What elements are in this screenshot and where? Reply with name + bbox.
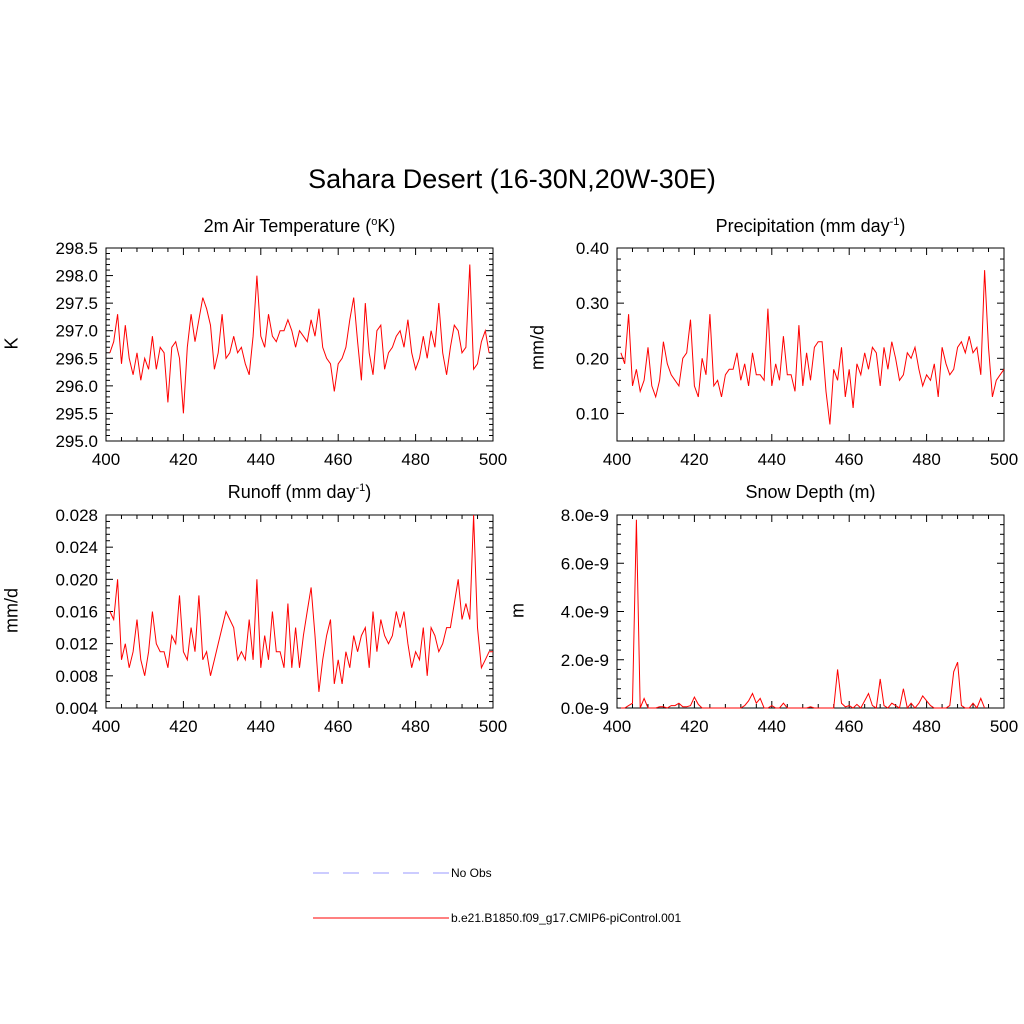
ytick-label-precipitation: 0.10 (576, 404, 609, 423)
series-line-precipitation (620, 270, 1005, 425)
ytick-label-precipitation: 0.20 (576, 349, 609, 368)
xtick-label-precipitation: 420 (680, 450, 708, 469)
panel-title-snow-depth-main: Snow Depth (m) (745, 482, 876, 502)
ytick-label-temperature: 296.0 (55, 377, 98, 396)
panel-title-snow-depth: Snow Depth (m) (617, 482, 1004, 503)
xtick-label-temperature: 400 (92, 450, 120, 469)
xtick-label-temperature: 420 (169, 450, 197, 469)
panel-title-runoff-sup: -1 (355, 482, 366, 494)
ytick-label-snow-depth: 8.0e-9 (561, 506, 609, 525)
legend-model-label: b.e21.B1850.f09_g17.CMIP6-piControl.001 (451, 911, 682, 925)
xtick-label-temperature: 500 (479, 450, 507, 469)
xtick-label-temperature: 480 (401, 450, 429, 469)
xtick-label-snow-depth: 400 (603, 717, 631, 736)
ytick-label-snow-depth: 4.0e-9 (561, 603, 609, 622)
series-line-temperature (109, 264, 490, 414)
ytick-label-temperature: 296.5 (55, 349, 98, 368)
xtick-label-temperature: 460 (324, 450, 352, 469)
ytick-label-temperature: 298.5 (55, 239, 98, 258)
xtick-label-precipitation: 460 (835, 450, 863, 469)
ytick-label-snow-depth: 0.0e-9 (561, 699, 609, 718)
ytick-label-precipitation: 0.40 (576, 239, 609, 258)
ytick-label-runoff: 0.012 (55, 635, 98, 654)
ytick-label-snow-depth: 6.0e-9 (561, 554, 609, 573)
series-line-snow-depth (620, 519, 986, 710)
xtick-label-snow-depth: 460 (835, 717, 863, 736)
figure-title: Sahara Desert (16-30N,20W-30E) (308, 164, 716, 194)
ytick-label-precipitation: 0.30 (576, 294, 609, 313)
panel-title-temperature-tail: K) (377, 216, 396, 236)
xtick-label-snow-depth: 500 (990, 717, 1018, 736)
panel-title-precipitation: Precipitation (mm day-1) (617, 216, 1004, 237)
plot-frame-precipitation (616, 247, 1005, 442)
plot-frame-snow-depth (616, 514, 1005, 709)
xtick-label-temperature: 440 (247, 450, 275, 469)
xtick-label-snow-depth: 440 (758, 717, 786, 736)
legend-obs-label: No Obs (451, 866, 492, 880)
ytick-label-runoff: 0.024 (55, 538, 98, 557)
panel-title-precipitation-sup: -1 (889, 216, 900, 228)
xtick-label-runoff: 420 (169, 717, 197, 736)
xtick-label-precipitation: 500 (990, 450, 1018, 469)
panel-title-runoff-tail: ) (365, 482, 372, 502)
ytick-label-temperature: 297.0 (55, 322, 98, 341)
xtick-label-runoff: 500 (479, 717, 507, 736)
xtick-label-snow-depth: 480 (912, 717, 940, 736)
panel-title-precipitation-main: Precipitation (mm day (715, 216, 890, 236)
xtick-label-precipitation: 480 (912, 450, 940, 469)
xtick-label-runoff: 460 (324, 717, 352, 736)
panel-title-runoff-main: Runoff (mm day (227, 482, 356, 502)
ytick-label-runoff: 0.028 (55, 506, 98, 525)
ytick-label-temperature: 297.5 (55, 294, 98, 313)
xtick-label-runoff: 480 (401, 717, 429, 736)
panel-title-temperature: 2m Air Temperature (oK) (106, 216, 493, 237)
xtick-label-precipitation: 440 (758, 450, 786, 469)
ytick-label-temperature: 295.0 (55, 432, 98, 451)
xtick-label-snow-depth: 420 (680, 717, 708, 736)
ytick-label-runoff: 0.016 (55, 603, 98, 622)
ytick-label-runoff: 0.020 (55, 570, 98, 589)
panel-title-temperature-sup: o (371, 216, 378, 228)
panel-title-precipitation-tail: ) (899, 216, 906, 236)
xtick-label-precipitation: 400 (603, 450, 631, 469)
panel-title-temperature-main: 2m Air Temperature ( (203, 216, 372, 236)
series-line-runoff (109, 514, 493, 692)
plot-frame-temperature (105, 247, 494, 442)
ytick-label-snow-depth: 2.0e-9 (561, 651, 609, 670)
xtick-label-runoff: 440 (247, 717, 275, 736)
xtick-label-runoff: 400 (92, 717, 120, 736)
ytick-label-temperature: 298.0 (55, 267, 98, 286)
ytick-label-runoff: 0.004 (55, 699, 98, 718)
ytick-label-temperature: 295.5 (55, 404, 98, 423)
panel-title-runoff: Runoff (mm day-1) (106, 482, 493, 503)
plot-frame-runoff (105, 514, 494, 709)
ytick-label-runoff: 0.008 (55, 667, 98, 686)
